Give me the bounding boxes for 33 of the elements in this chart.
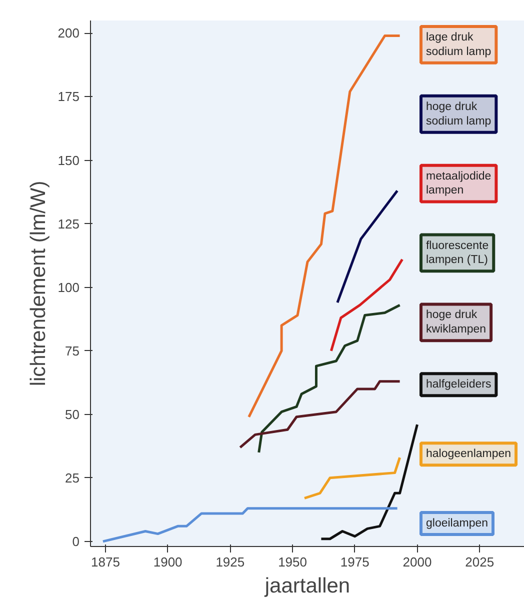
y-tick-label: 150 (58, 152, 80, 168)
line-series (303, 456, 402, 500)
x-tick-label: 2000 (402, 554, 432, 570)
y-tick-label: 25 (65, 470, 80, 486)
text: metaaljodide lampen (426, 170, 492, 197)
y-tick-label: 100 (58, 280, 80, 295)
line-series (330, 258, 404, 352)
text: halfgeleiders (426, 378, 492, 391)
x-axis-title: jaartallen (264, 574, 350, 598)
y-tick-label: 75 (65, 343, 80, 358)
text: halogeenlampen (426, 448, 512, 460)
line-series (248, 34, 402, 418)
x-tick-label: 1975 (340, 554, 370, 570)
line-series (258, 304, 402, 454)
x-tick-label: 1950 (278, 554, 307, 570)
y-tick-label: 200 (58, 26, 80, 41)
text: hoge druk sodium lamp (426, 100, 492, 128)
y-tick-label: 175 (58, 89, 80, 104)
x-tick-label: 1900 (153, 554, 182, 570)
text: lage druk sodium lamp (426, 32, 492, 58)
line-series (102, 507, 399, 543)
y-axis-title: lichtrendement (lm/W) (26, 180, 50, 386)
x-tick-label: 2025 (465, 554, 494, 570)
y-tick-label: 125 (58, 216, 80, 232)
y-tick-label: 50 (65, 406, 80, 422)
x-tick-label: 1925 (216, 554, 245, 570)
line-series (238, 380, 402, 449)
text: fluorescente lampen (TL) (426, 240, 489, 266)
text: hoge druk kwiklampen (426, 309, 486, 336)
x-tick-label: 1875 (91, 554, 120, 570)
text: gloeilampen (426, 518, 488, 530)
y-tick-label: 0 (72, 534, 80, 549)
line-series (320, 423, 418, 540)
